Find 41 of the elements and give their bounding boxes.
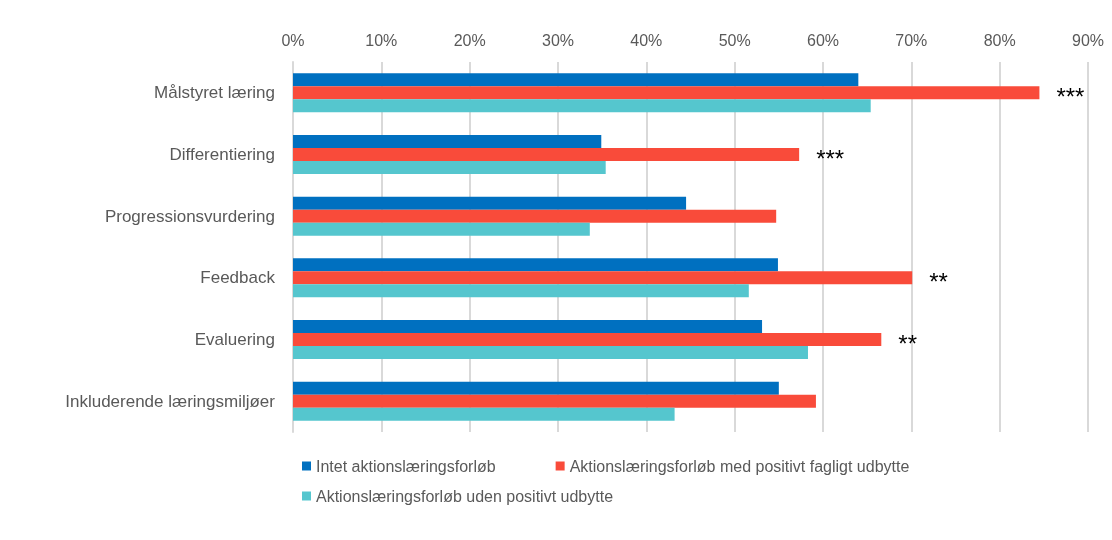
x-tick-label: 60% xyxy=(806,31,840,49)
bar xyxy=(293,333,882,346)
y-tick-label: Evaluering xyxy=(194,330,275,349)
bar xyxy=(293,284,749,298)
bar xyxy=(293,86,1040,100)
bar xyxy=(293,148,800,161)
bar xyxy=(293,320,763,333)
x-tick-label: 80% xyxy=(983,31,1016,49)
annotation: ** xyxy=(898,330,917,357)
bar xyxy=(293,258,778,272)
legend-label: Aktionslæringsforløb uden positivt udbytte xyxy=(316,487,614,505)
legend-label: Intet aktionslæringsforløb xyxy=(316,457,496,475)
x-tick-label: 70% xyxy=(895,31,928,49)
bar xyxy=(293,346,808,359)
bar xyxy=(293,99,871,113)
bar xyxy=(293,73,859,87)
y-tick-label: Feedback xyxy=(200,268,276,288)
x-tick-label: 20% xyxy=(453,31,486,49)
y-tick-label: Målstyret læring xyxy=(154,83,275,103)
annotation: *** xyxy=(816,145,845,172)
annotation: *** xyxy=(1056,83,1085,111)
x-tick-label: 0% xyxy=(281,31,305,49)
legend-label: Aktionslæringsforløb med positivt fagligt udbytte xyxy=(569,457,910,475)
bar xyxy=(293,196,687,210)
bar xyxy=(293,209,777,223)
x-tick-label: 10% xyxy=(365,31,398,49)
x-tick-label: 40% xyxy=(630,31,663,49)
y-tick-label: Inkluderende læringsmiljøer xyxy=(65,391,276,411)
bar xyxy=(293,222,590,236)
bar xyxy=(293,161,606,174)
x-tick-label: 90% xyxy=(1071,31,1105,49)
y-tick-label: Progressionsvurdering xyxy=(104,206,275,226)
bar xyxy=(293,394,816,408)
annotation: ** xyxy=(929,268,948,296)
y-tick-label: Differentiering xyxy=(169,145,275,164)
bar xyxy=(293,407,675,421)
x-tick-label: 30% xyxy=(541,31,575,49)
bar xyxy=(293,271,913,285)
bar xyxy=(293,381,779,395)
bar xyxy=(293,135,602,148)
x-tick-label: 50% xyxy=(718,31,751,49)
